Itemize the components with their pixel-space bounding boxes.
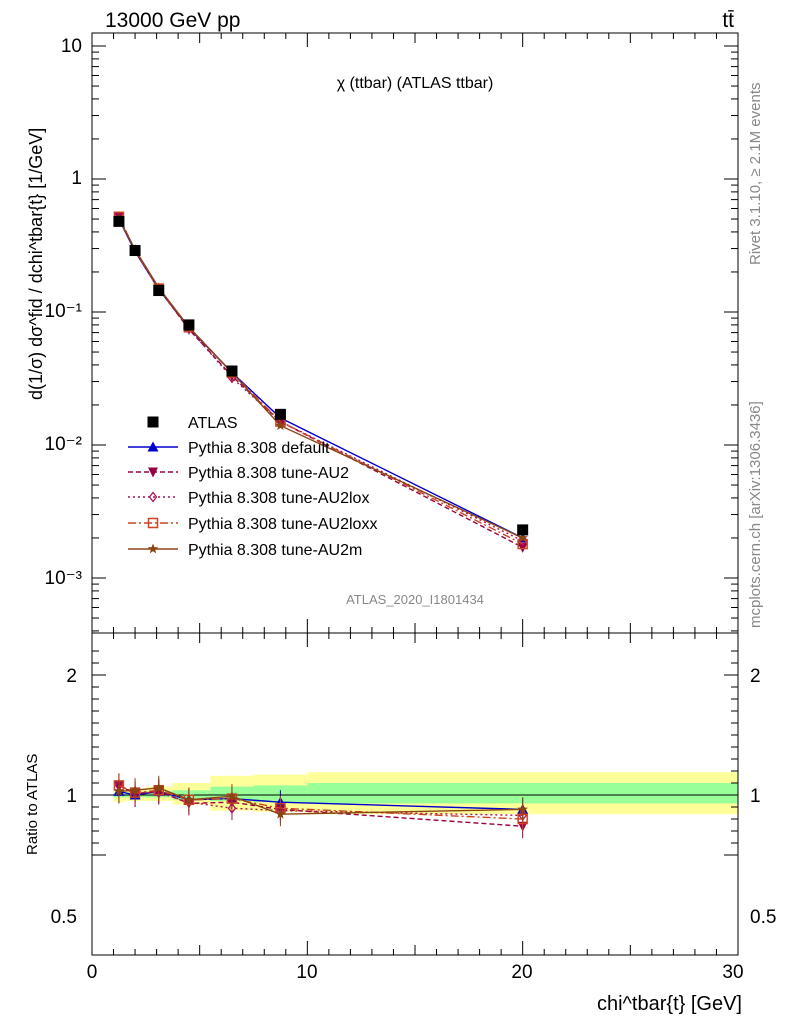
legend-marker <box>147 441 159 452</box>
ratio-point <box>226 790 238 801</box>
data-point <box>275 420 286 430</box>
legend-marker <box>147 543 159 554</box>
data-point <box>517 524 529 536</box>
data-point <box>113 215 125 227</box>
legend-label-au2: Pythia 8.308 tune-AU2 <box>188 465 349 482</box>
ratio-point <box>227 802 237 814</box>
ratio-point <box>517 803 528 814</box>
header-right: tt̄ <box>722 9 734 32</box>
legend-marker <box>147 517 159 529</box>
ratio-y-tick-label-2: 2 <box>66 666 77 687</box>
ratio-y-tick-label-1-right: 1 <box>750 786 761 807</box>
y-tick-label-0.01: 10⁻² <box>45 434 83 455</box>
legend-label-au2m: Pythia 8.308 tune-AU2m <box>188 542 362 559</box>
data-point <box>183 319 195 331</box>
ratio-series <box>113 773 529 839</box>
legend-marker <box>148 467 158 478</box>
analysis-label: ATLAS_2020_I1801434 <box>346 592 484 607</box>
chart-title: χ (ttbar) (ATLAS ttbar) <box>337 75 494 92</box>
ratio-ticks <box>91 633 739 955</box>
ratio-y-tick-label-0.5-right: 0.5 <box>750 907 776 928</box>
main-y-tick-labels: 10 1 10⁻¹ 10⁻² 10⁻³ <box>45 36 83 589</box>
x-tick-label-30: 30 <box>722 962 743 983</box>
ratio-point <box>275 808 286 819</box>
x-tick-label-20: 20 <box>511 962 532 983</box>
ratio-series-5 <box>113 775 528 827</box>
x-axis-label: chi^tbar{t} [GeV] <box>597 993 742 1015</box>
ratio-point <box>153 782 164 793</box>
data-point <box>274 408 286 420</box>
ratio-y-tick-label-1: 1 <box>66 786 77 807</box>
x-tick-label-10: 10 <box>296 962 317 983</box>
y-tick-label-1: 1 <box>71 168 82 189</box>
rivet-label: Rivet 3.1.10, ≥ 2.1M events <box>747 83 764 266</box>
legend: ATLAS Pythia 8.308 default Pythia 8.308 … <box>128 415 377 559</box>
data-point <box>226 365 238 377</box>
ratio-y-tick-label-2-right: 2 <box>750 666 761 687</box>
ratio-y-tick-label-0.5: 0.5 <box>51 907 77 928</box>
main-y-ticks <box>91 33 739 633</box>
ratio-bands <box>113 772 738 815</box>
x-tick-label-0: 0 <box>87 962 98 983</box>
y-tick-label-10: 10 <box>61 36 82 57</box>
ratio-point <box>113 785 125 796</box>
y-tick-label-0.001: 10⁻³ <box>45 568 83 589</box>
data-point <box>153 285 165 297</box>
legend-label-default: Pythia 8.308 default <box>188 440 330 457</box>
main-plot: χ (ttbar) (ATLAS ttbar) ATLAS_2020_I1801… <box>26 32 739 634</box>
ratio-point <box>129 784 141 795</box>
legend-label-au2loxx: Pythia 8.308 tune-AU2loxx <box>188 516 377 533</box>
data-point <box>129 245 141 257</box>
legend-marker <box>147 416 159 428</box>
ratio-y-axis-label: Ratio to ATLAS <box>24 754 41 855</box>
legend-label-atlas: ATLAS <box>188 415 238 432</box>
main-series <box>113 211 529 553</box>
ratio-plot: 2 1 0.5 2 1 0.5 Ratio to ATLAS 0 10 20 3… <box>24 632 776 1015</box>
y-tick-label-0.1: 10⁻¹ <box>45 301 83 322</box>
ratio-point <box>183 794 195 805</box>
main-y-axis-label: d(1/σ) dσ^fid / dchi^tbar{t} [1/GeV] <box>26 128 46 400</box>
legend-label-au2lox: Pythia 8.308 tune-AU2lox <box>188 490 369 507</box>
inner-band <box>307 783 738 804</box>
header-left: 13000 GeV pp <box>105 9 240 32</box>
legend-marker <box>148 491 158 503</box>
mcplots-label: mcplots.cern.ch [arXiv:1306.3436] <box>747 401 764 628</box>
data-point <box>517 532 528 543</box>
series-0 <box>113 215 529 536</box>
